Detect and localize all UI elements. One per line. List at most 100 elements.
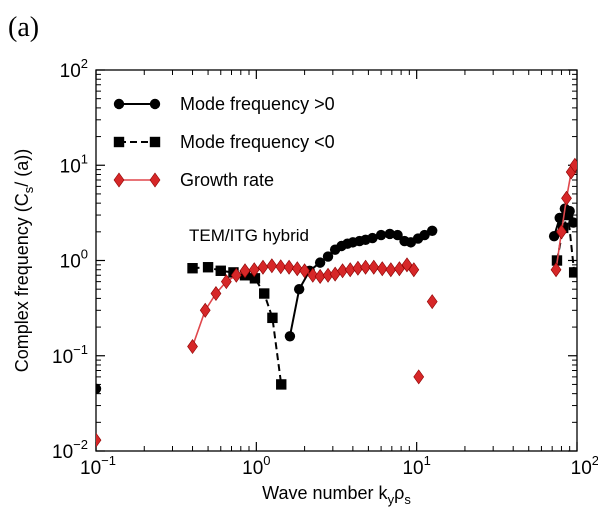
data-point xyxy=(556,224,567,240)
x-tick-label: 101 xyxy=(402,453,430,479)
data-point xyxy=(293,283,305,295)
label-part: ρ xyxy=(394,483,404,503)
data-point xyxy=(199,302,211,318)
data-point xyxy=(284,331,296,342)
series-circle xyxy=(96,203,577,394)
x-tick-label: 100 xyxy=(242,453,270,479)
data-point xyxy=(230,267,242,283)
x-tick-label-base: 10 xyxy=(242,458,263,479)
data-point xyxy=(187,263,198,274)
y-tick-label-base: 10 xyxy=(60,61,81,82)
label-part: / (a)) xyxy=(12,149,32,187)
data-point xyxy=(276,379,287,390)
annotation-text: TEM/ITG hybrid xyxy=(189,226,309,245)
data-point xyxy=(367,232,378,244)
data-point xyxy=(215,265,226,276)
data-point xyxy=(210,286,222,302)
y-tick-label: 10−2 xyxy=(52,437,88,463)
y-tick-label-exponent: −1 xyxy=(73,342,88,357)
data-point xyxy=(550,262,562,278)
x-tick-label-exponent: −1 xyxy=(101,453,116,468)
y-tick-label-exponent: 0 xyxy=(81,247,88,262)
data-point xyxy=(561,190,572,206)
data-point xyxy=(239,263,251,279)
label-part: y xyxy=(388,492,395,507)
y-tick-label: 100 xyxy=(60,247,88,273)
y-tick-label: 10−1 xyxy=(52,342,88,368)
data-point xyxy=(384,228,396,240)
x-tick-label-exponent: 1 xyxy=(424,453,431,468)
series-layer xyxy=(96,157,577,448)
data-point xyxy=(96,432,102,448)
data-point xyxy=(299,263,310,279)
data-point xyxy=(554,212,565,224)
y-tick-label-base: 10 xyxy=(60,156,81,177)
data-point xyxy=(392,229,403,241)
data-point xyxy=(266,258,278,274)
data-point xyxy=(259,288,270,299)
x-axis-label: Wave number kyρs xyxy=(262,483,411,507)
legend-marker xyxy=(149,136,161,148)
data-point xyxy=(202,262,214,273)
data-point xyxy=(408,262,420,278)
data-point xyxy=(385,262,397,278)
y-tick-label-exponent: −2 xyxy=(73,437,88,452)
legend-marker xyxy=(113,98,125,110)
data-point xyxy=(96,383,102,394)
x-tick-label-exponent: 0 xyxy=(263,453,270,468)
legend-marker xyxy=(149,172,161,188)
plot-frame xyxy=(95,69,578,452)
panel-label: (a) xyxy=(8,12,39,43)
label-part: Wave number k xyxy=(262,483,388,503)
data-point xyxy=(249,273,261,284)
data-point xyxy=(187,339,198,355)
y-tick-label-exponent: 1 xyxy=(81,151,88,166)
x-tick-label: 102 xyxy=(571,453,598,479)
data-point xyxy=(419,229,430,241)
y-tick-label: 101 xyxy=(60,151,88,177)
data-point xyxy=(283,259,295,275)
y-tick-label-base: 10 xyxy=(52,347,73,368)
data-point xyxy=(548,230,560,242)
y-tick-label-base: 10 xyxy=(52,442,73,463)
label-part: s xyxy=(404,492,411,507)
series-diamond xyxy=(96,157,577,448)
data-point xyxy=(257,259,269,275)
data-point xyxy=(569,157,577,173)
data-point xyxy=(322,251,334,262)
data-point xyxy=(375,229,387,241)
label-part: s xyxy=(21,186,36,193)
y-axis-label: Complex frequency (Cs/ (a)) xyxy=(12,149,36,373)
data-point xyxy=(267,312,278,324)
data-point xyxy=(426,294,438,310)
series-line xyxy=(192,266,283,385)
data-point xyxy=(360,259,371,275)
legend-marker xyxy=(113,136,125,148)
x-tick-label-base: 10 xyxy=(571,458,592,479)
x-tick-label-base: 10 xyxy=(402,458,423,479)
legend-entry: Mode frequency >0 xyxy=(180,94,335,114)
label-part: Complex frequency (C xyxy=(12,193,32,372)
data-point xyxy=(220,274,232,290)
x-tick-label-base: 10 xyxy=(80,458,101,479)
data-point xyxy=(314,257,326,268)
data-point xyxy=(568,267,577,278)
legend-entry: Mode frequency <0 xyxy=(180,132,335,152)
data-point xyxy=(275,259,287,275)
legend-entry: Growth rate xyxy=(180,170,274,190)
legend xyxy=(113,98,161,188)
data-point xyxy=(368,259,380,275)
data-point xyxy=(413,369,425,385)
y-tick-label-base: 10 xyxy=(60,252,81,273)
y-tick-label-exponent: 2 xyxy=(81,56,88,71)
data-point xyxy=(562,209,574,221)
legend-marker xyxy=(149,98,161,110)
data-point xyxy=(427,225,438,237)
x-tick-label-exponent: 2 xyxy=(592,453,598,468)
legend-marker xyxy=(113,172,125,188)
data-point xyxy=(376,261,388,277)
y-tick-label: 102 xyxy=(60,56,88,82)
data-point xyxy=(307,267,319,283)
